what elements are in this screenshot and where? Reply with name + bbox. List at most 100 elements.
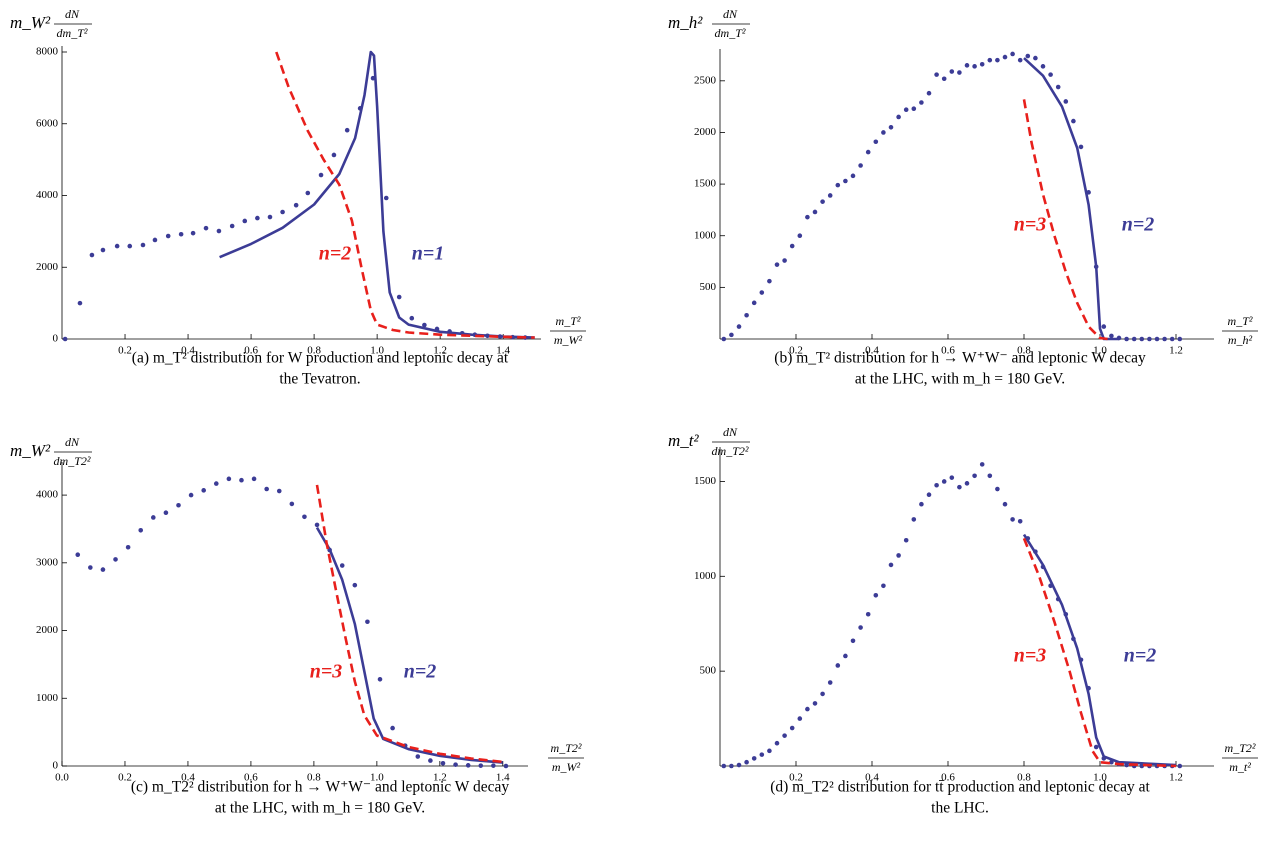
data-point	[305, 190, 311, 196]
data-point	[383, 195, 389, 201]
data-point	[503, 763, 509, 769]
data-point	[1002, 501, 1008, 507]
y-tick-label: 2000	[36, 261, 59, 273]
data-point	[774, 740, 780, 746]
data-point	[820, 691, 825, 697]
caption: the Tevatron.	[279, 371, 360, 388]
y-tick-label: 0	[53, 333, 59, 345]
data-point	[919, 501, 924, 507]
curve-label: n=1	[412, 243, 445, 265]
x-tick-label: 0.6	[244, 345, 258, 357]
data-point	[805, 706, 810, 712]
data-point	[911, 517, 917, 522]
data-point	[820, 199, 825, 204]
data-point	[88, 565, 93, 570]
data-point	[1093, 744, 1099, 750]
data-point	[276, 488, 282, 494]
x-tick-label: 0.4	[865, 772, 879, 784]
x-tick-label: 1.2	[433, 772, 447, 784]
data-point	[314, 522, 320, 528]
data-point	[213, 481, 219, 486]
y-tick-label: 2000	[36, 624, 59, 636]
data-point	[125, 544, 131, 550]
data-point	[113, 557, 118, 562]
caption: (a) m_T² distribution for W production a…	[132, 350, 509, 367]
x-tick-label: 0.8	[1017, 772, 1031, 784]
data-point	[926, 492, 932, 498]
data-point	[1010, 517, 1015, 522]
x-tick-label: 0.8	[307, 772, 321, 784]
data-point	[964, 63, 970, 68]
data-point	[995, 57, 1000, 63]
data-point	[344, 127, 350, 133]
data-point	[163, 510, 169, 515]
data-point	[176, 502, 181, 508]
data-point	[858, 163, 863, 168]
caption: the LHC.	[931, 800, 989, 817]
x-tick-label: 1.4	[496, 772, 510, 784]
data-point	[62, 336, 68, 342]
data-point	[873, 139, 879, 145]
data-point	[1131, 336, 1137, 342]
y-tick-label: 2500	[694, 74, 717, 86]
curve-label: n=2	[1124, 645, 1157, 667]
x-axis-label: m_T2²	[1225, 741, 1256, 755]
y-tick-label: 8000	[36, 46, 59, 58]
data-point	[949, 69, 955, 74]
data-point	[835, 182, 841, 188]
data-point	[352, 582, 358, 588]
data-point	[1147, 336, 1152, 342]
data-point	[896, 553, 901, 558]
data-point	[1071, 118, 1076, 124]
y-tick-label: 1000	[694, 570, 717, 582]
data-point	[396, 294, 402, 300]
data-point	[267, 214, 273, 220]
data-point	[805, 214, 810, 220]
data-point	[843, 178, 848, 184]
x-tick-label: 1.0	[1093, 345, 1107, 357]
data-point	[151, 515, 156, 520]
data-point	[1139, 336, 1145, 342]
data-point	[865, 611, 871, 617]
data-point	[903, 537, 909, 543]
data-point	[377, 677, 383, 682]
data-point	[789, 243, 795, 249]
x-tick-label: 1.0	[370, 345, 384, 357]
y-axis-label: m_W²	[10, 441, 51, 460]
data-point	[75, 552, 81, 557]
data-point	[827, 193, 833, 198]
data-point	[339, 563, 345, 568]
data-point	[896, 114, 901, 120]
x-axis-label: m_W²	[554, 333, 583, 347]
data-point	[1078, 144, 1084, 150]
data-point	[736, 324, 742, 329]
data-point	[751, 300, 757, 306]
data-point	[964, 481, 970, 486]
data-point	[100, 567, 106, 572]
caption: (b) m_T² distribution for h → W⁺W⁻ and l…	[774, 350, 1146, 367]
data-point	[226, 476, 232, 482]
data-point	[926, 90, 932, 96]
y-tick-label: 1500	[694, 475, 717, 487]
data-point	[865, 149, 871, 155]
dashed-curve	[1022, 99, 1108, 341]
data-point	[422, 322, 427, 328]
data-point	[289, 501, 295, 507]
y-axis-label: m_h²	[668, 13, 703, 32]
y-axis-label: dm_T²	[57, 26, 88, 40]
y-tick-label: 500	[700, 665, 717, 677]
data-point	[782, 258, 787, 263]
x-tick-label: 0.6	[941, 345, 955, 357]
data-point	[881, 583, 886, 589]
data-point	[979, 462, 985, 467]
data-point	[979, 61, 985, 67]
data-point	[1025, 53, 1031, 59]
data-point	[782, 733, 787, 738]
data-point	[797, 716, 803, 721]
data-point	[858, 625, 863, 630]
data-point	[751, 756, 757, 761]
data-point	[1002, 54, 1008, 60]
x-tick-label: 0.2	[789, 345, 803, 357]
data-point	[390, 725, 395, 731]
data-point	[453, 762, 458, 767]
